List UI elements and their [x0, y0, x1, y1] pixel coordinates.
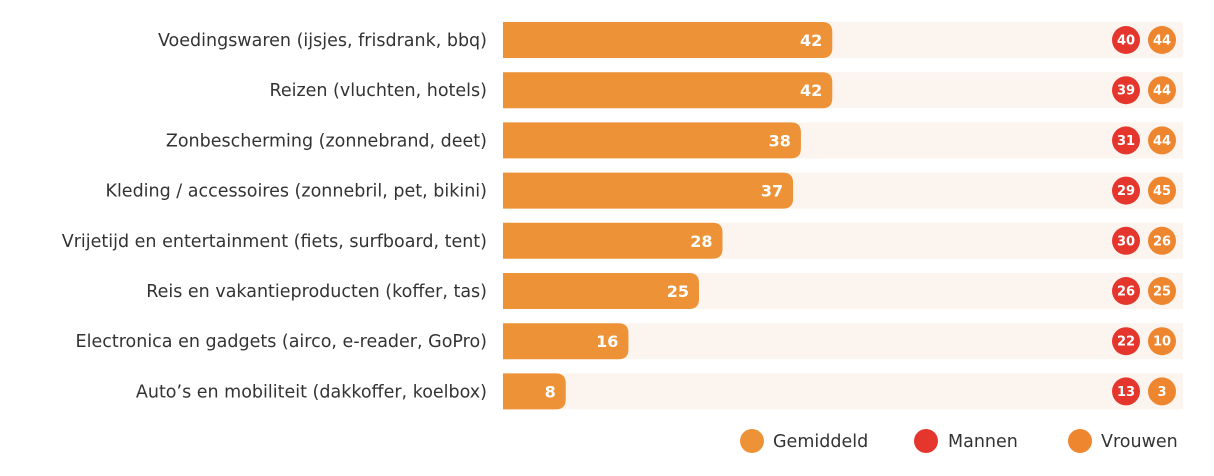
bar-value-label: 42: [800, 31, 822, 50]
bar-gemiddeld: [503, 172, 794, 209]
bar-value-label: 42: [800, 81, 822, 100]
vrouwen-value-label: 45: [1153, 184, 1171, 199]
mannen-value-label: 31: [1117, 134, 1135, 149]
category-labels: Voedingswaren (ijsjes, frisdrank, bbq) Re…: [62, 31, 487, 402]
mannen-marker: [1112, 226, 1140, 255]
legend-label: Mannen: [948, 432, 1018, 452]
bar-track: [503, 373, 1183, 410]
bar-value-label: 25: [667, 282, 689, 301]
mannen-value-label: 39: [1117, 84, 1135, 99]
mannen-marker: [1112, 126, 1140, 155]
mannen-value-label: 40: [1117, 34, 1135, 49]
bar-gemiddeld: [503, 72, 833, 109]
vrouwen-marker: [1148, 377, 1176, 406]
category-label: Auto’s en mobiliteit (dakkoffer, koelbox…: [136, 382, 487, 402]
mannen-value-label: 22: [1117, 335, 1135, 350]
bar-gemiddeld: [503, 222, 723, 259]
vrouwen-marker: [1148, 327, 1176, 356]
category-label: Electronica en gadgets (airco, e-reader,…: [76, 332, 487, 352]
vrouwen-value-label: 44: [1153, 34, 1171, 49]
vrouwen-marker: [1148, 126, 1176, 155]
mannen-value-label: 26: [1117, 285, 1135, 300]
group-markers: 40 44 39 44 31 44 29 45 30 26 26 25 22 10 13 3: [1112, 26, 1176, 406]
bar-gemiddeld: [503, 22, 833, 58]
mannen-marker: [1112, 377, 1140, 406]
bar-value-label: 28: [690, 232, 712, 251]
mannen-marker: [1112, 277, 1140, 305]
legend-swatch: [1068, 429, 1092, 453]
vrouwen-value-label: 25: [1153, 285, 1171, 300]
bars: 42 42 38 37 28 25 16 8: [503, 22, 833, 410]
bar-gemiddeld: [503, 373, 566, 410]
vrouwen-value-label: 44: [1153, 84, 1171, 99]
category-label: Voedingswaren (ijsjes, frisdrank, bbq): [158, 31, 487, 51]
legend-swatch: [740, 429, 764, 453]
legend: Gemiddeld Mannen Vrouwen: [740, 429, 1178, 453]
mannen-marker: [1112, 327, 1140, 356]
bar-value-label: 16: [596, 332, 618, 351]
bar-value-label: 37: [761, 182, 783, 201]
vrouwen-marker: [1148, 76, 1176, 105]
mannen-value-label: 13: [1117, 385, 1135, 400]
mannen-value-label: 29: [1117, 184, 1135, 199]
vrouwen-value-label: 26: [1153, 234, 1171, 249]
category-label: Zonbescherming (zonnebrand, deet): [166, 131, 487, 151]
bar-gemiddeld: [503, 122, 801, 159]
bar-gemiddeld: [503, 273, 699, 309]
bar-value-label: 38: [769, 131, 791, 150]
legend-swatch: [914, 429, 938, 453]
category-label: Reizen (vluchten, hotels): [269, 81, 487, 101]
mannen-marker: [1112, 176, 1140, 205]
category-label: Vrijetijd en entertainment (fiets, surfb…: [62, 232, 487, 252]
vrouwen-marker: [1148, 226, 1176, 255]
vrouwen-marker: [1148, 277, 1176, 305]
legend-label: Gemiddeld: [773, 432, 868, 452]
vrouwen-marker: [1148, 26, 1176, 54]
legend-label: Vrouwen: [1101, 432, 1178, 452]
category-label: Reis en vakantieproducten (koffer, tas): [146, 282, 487, 302]
vrouwen-value-label: 3: [1157, 385, 1166, 400]
mannen-marker: [1112, 26, 1140, 54]
mannen-value-label: 30: [1117, 234, 1135, 249]
bar-value-label: 8: [545, 382, 556, 401]
vrouwen-value-label: 10: [1153, 335, 1171, 350]
mannen-marker: [1112, 76, 1140, 105]
category-label: Kleding / accessoires (zonnebril, pet, b…: [105, 182, 487, 202]
bar-gemiddeld: [503, 323, 629, 360]
vrouwen-value-label: 44: [1153, 134, 1171, 149]
vrouwen-marker: [1148, 176, 1176, 205]
